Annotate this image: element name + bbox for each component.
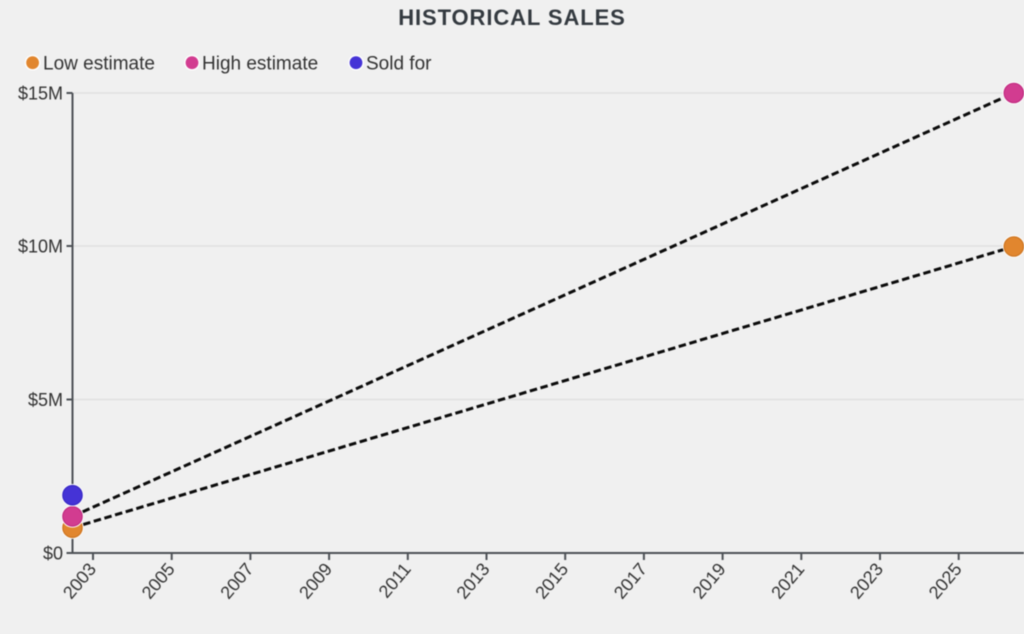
svg-text:$10M: $10M [18,237,63,257]
svg-text:High estimate: High estimate [202,54,318,75]
svg-text:HISTORICAL SALES: HISTORICAL SALES [398,5,626,30]
svg-text:$15M: $15M [18,84,63,104]
svg-text:Sold for: Sold for [366,54,432,75]
svg-text:$5M: $5M [28,390,63,410]
svg-text:$0: $0 [43,544,63,564]
svg-text:Low estimate: Low estimate [43,54,155,75]
